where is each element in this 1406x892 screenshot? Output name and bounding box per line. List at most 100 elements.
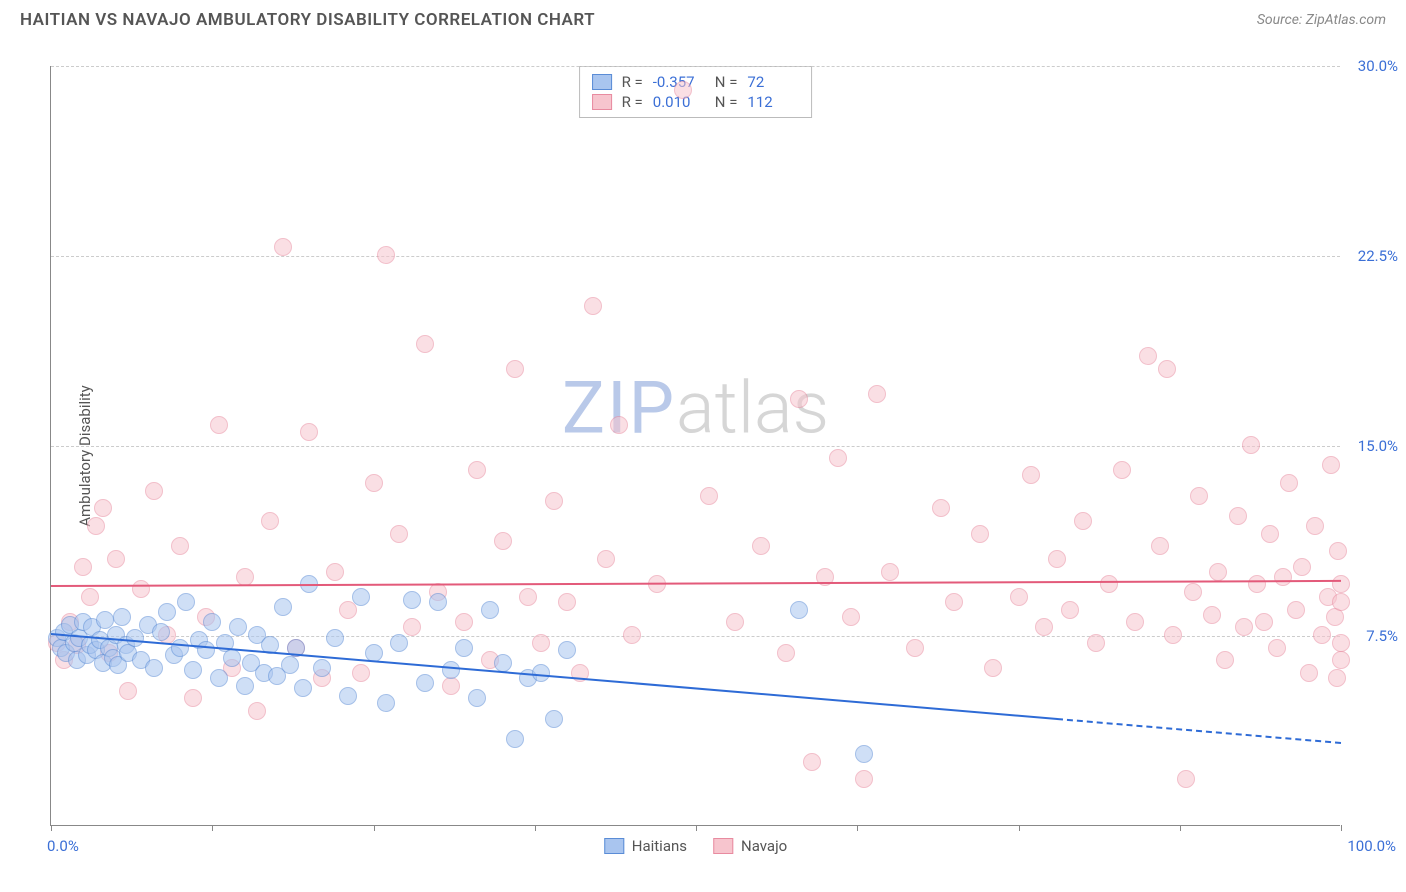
gridline [51, 66, 1340, 67]
n-value-haitians: 72 [747, 73, 799, 91]
stats-legend: R = -0.357 N = 72 R = 0.010 N = 112 [579, 66, 813, 118]
data-point [1300, 664, 1318, 682]
data-point [184, 689, 202, 707]
data-point [171, 537, 189, 555]
data-point [1074, 512, 1092, 530]
data-point [455, 613, 473, 631]
n-label: N = [715, 73, 738, 91]
data-point [1087, 634, 1105, 652]
data-point [352, 588, 370, 606]
data-point [752, 537, 770, 555]
data-point [945, 593, 963, 611]
data-point [236, 677, 254, 695]
data-point [326, 563, 344, 581]
legend-label-haitians: Haitians [632, 837, 687, 855]
data-point [87, 517, 105, 535]
gridline [51, 446, 1340, 447]
data-point [674, 81, 692, 99]
data-point [1329, 542, 1347, 560]
data-point [1100, 575, 1118, 593]
data-point [390, 634, 408, 652]
data-point [313, 659, 331, 677]
stats-row-navajo: R = 0.010 N = 112 [592, 92, 800, 112]
data-point [229, 618, 247, 636]
x-tick [1341, 825, 1342, 831]
watermark-zip: ZIP [562, 365, 676, 450]
data-point [274, 598, 292, 616]
data-point [1332, 593, 1350, 611]
data-point [390, 525, 408, 543]
data-point [197, 641, 215, 659]
n-label: N = [715, 93, 738, 111]
y-tick-label: 15.0% [1358, 437, 1398, 455]
r-label: R = [622, 73, 643, 91]
data-point [1113, 461, 1131, 479]
data-point [855, 745, 873, 763]
source-label: Source: ZipAtlas.com [1257, 12, 1386, 28]
data-point [184, 661, 202, 679]
x-tick [212, 825, 213, 831]
data-point [1010, 588, 1028, 606]
data-point [145, 659, 163, 677]
data-point [545, 492, 563, 510]
data-point [1328, 669, 1346, 687]
data-point [545, 710, 563, 728]
data-point [236, 568, 254, 586]
data-point [442, 661, 460, 679]
data-point [177, 593, 195, 611]
x-axis-min-label: 0.0% [47, 837, 79, 855]
data-point [377, 694, 395, 712]
data-point [171, 639, 189, 657]
legend-item-navajo: Navajo [713, 837, 787, 855]
data-point [1248, 575, 1266, 593]
x-tick [857, 825, 858, 831]
x-tick [374, 825, 375, 831]
data-point [1261, 525, 1279, 543]
data-point [1332, 634, 1350, 652]
data-point [481, 601, 499, 619]
data-point [1035, 618, 1053, 636]
data-point [1268, 639, 1286, 657]
data-point [1184, 583, 1202, 601]
data-point [300, 423, 318, 441]
data-point [74, 558, 92, 576]
swatch-haitians-icon [604, 838, 624, 854]
data-point [158, 603, 176, 621]
data-point [868, 385, 886, 403]
x-axis-max-label: 100.0% [1347, 837, 1396, 855]
data-point [248, 702, 266, 720]
chart-title: HAITIAN VS NAVAJO AMBULATORY DISABILITY … [20, 10, 595, 30]
legend-item-haitians: Haitians [604, 837, 687, 855]
data-point [1216, 651, 1234, 669]
data-point [152, 623, 170, 641]
data-point [1229, 507, 1247, 525]
data-point [107, 550, 125, 568]
data-point [1293, 558, 1311, 576]
data-point [132, 580, 150, 598]
data-point [352, 664, 370, 682]
data-point [274, 238, 292, 256]
data-point [203, 613, 221, 631]
data-point [1139, 347, 1157, 365]
data-point [790, 601, 808, 619]
data-point [1242, 436, 1260, 454]
data-point [210, 416, 228, 434]
gridline [51, 256, 1340, 257]
data-point [261, 512, 279, 530]
data-point [1048, 550, 1066, 568]
data-point [1151, 537, 1169, 555]
data-point [1306, 517, 1324, 535]
data-point [726, 613, 744, 631]
data-point [1158, 360, 1176, 378]
data-point [971, 525, 989, 543]
legend-label-navajo: Navajo [741, 837, 787, 855]
data-point [829, 449, 847, 467]
swatch-navajo-icon [713, 838, 733, 854]
y-tick-label: 30.0% [1358, 57, 1398, 75]
swatch-navajo [592, 94, 612, 110]
data-point [1164, 626, 1182, 644]
data-point [403, 591, 421, 609]
data-point [294, 679, 312, 697]
x-tick [51, 825, 52, 831]
chart-container: Ambulatory Disability ZIPatlas 0.0% 100.… [0, 46, 1406, 866]
